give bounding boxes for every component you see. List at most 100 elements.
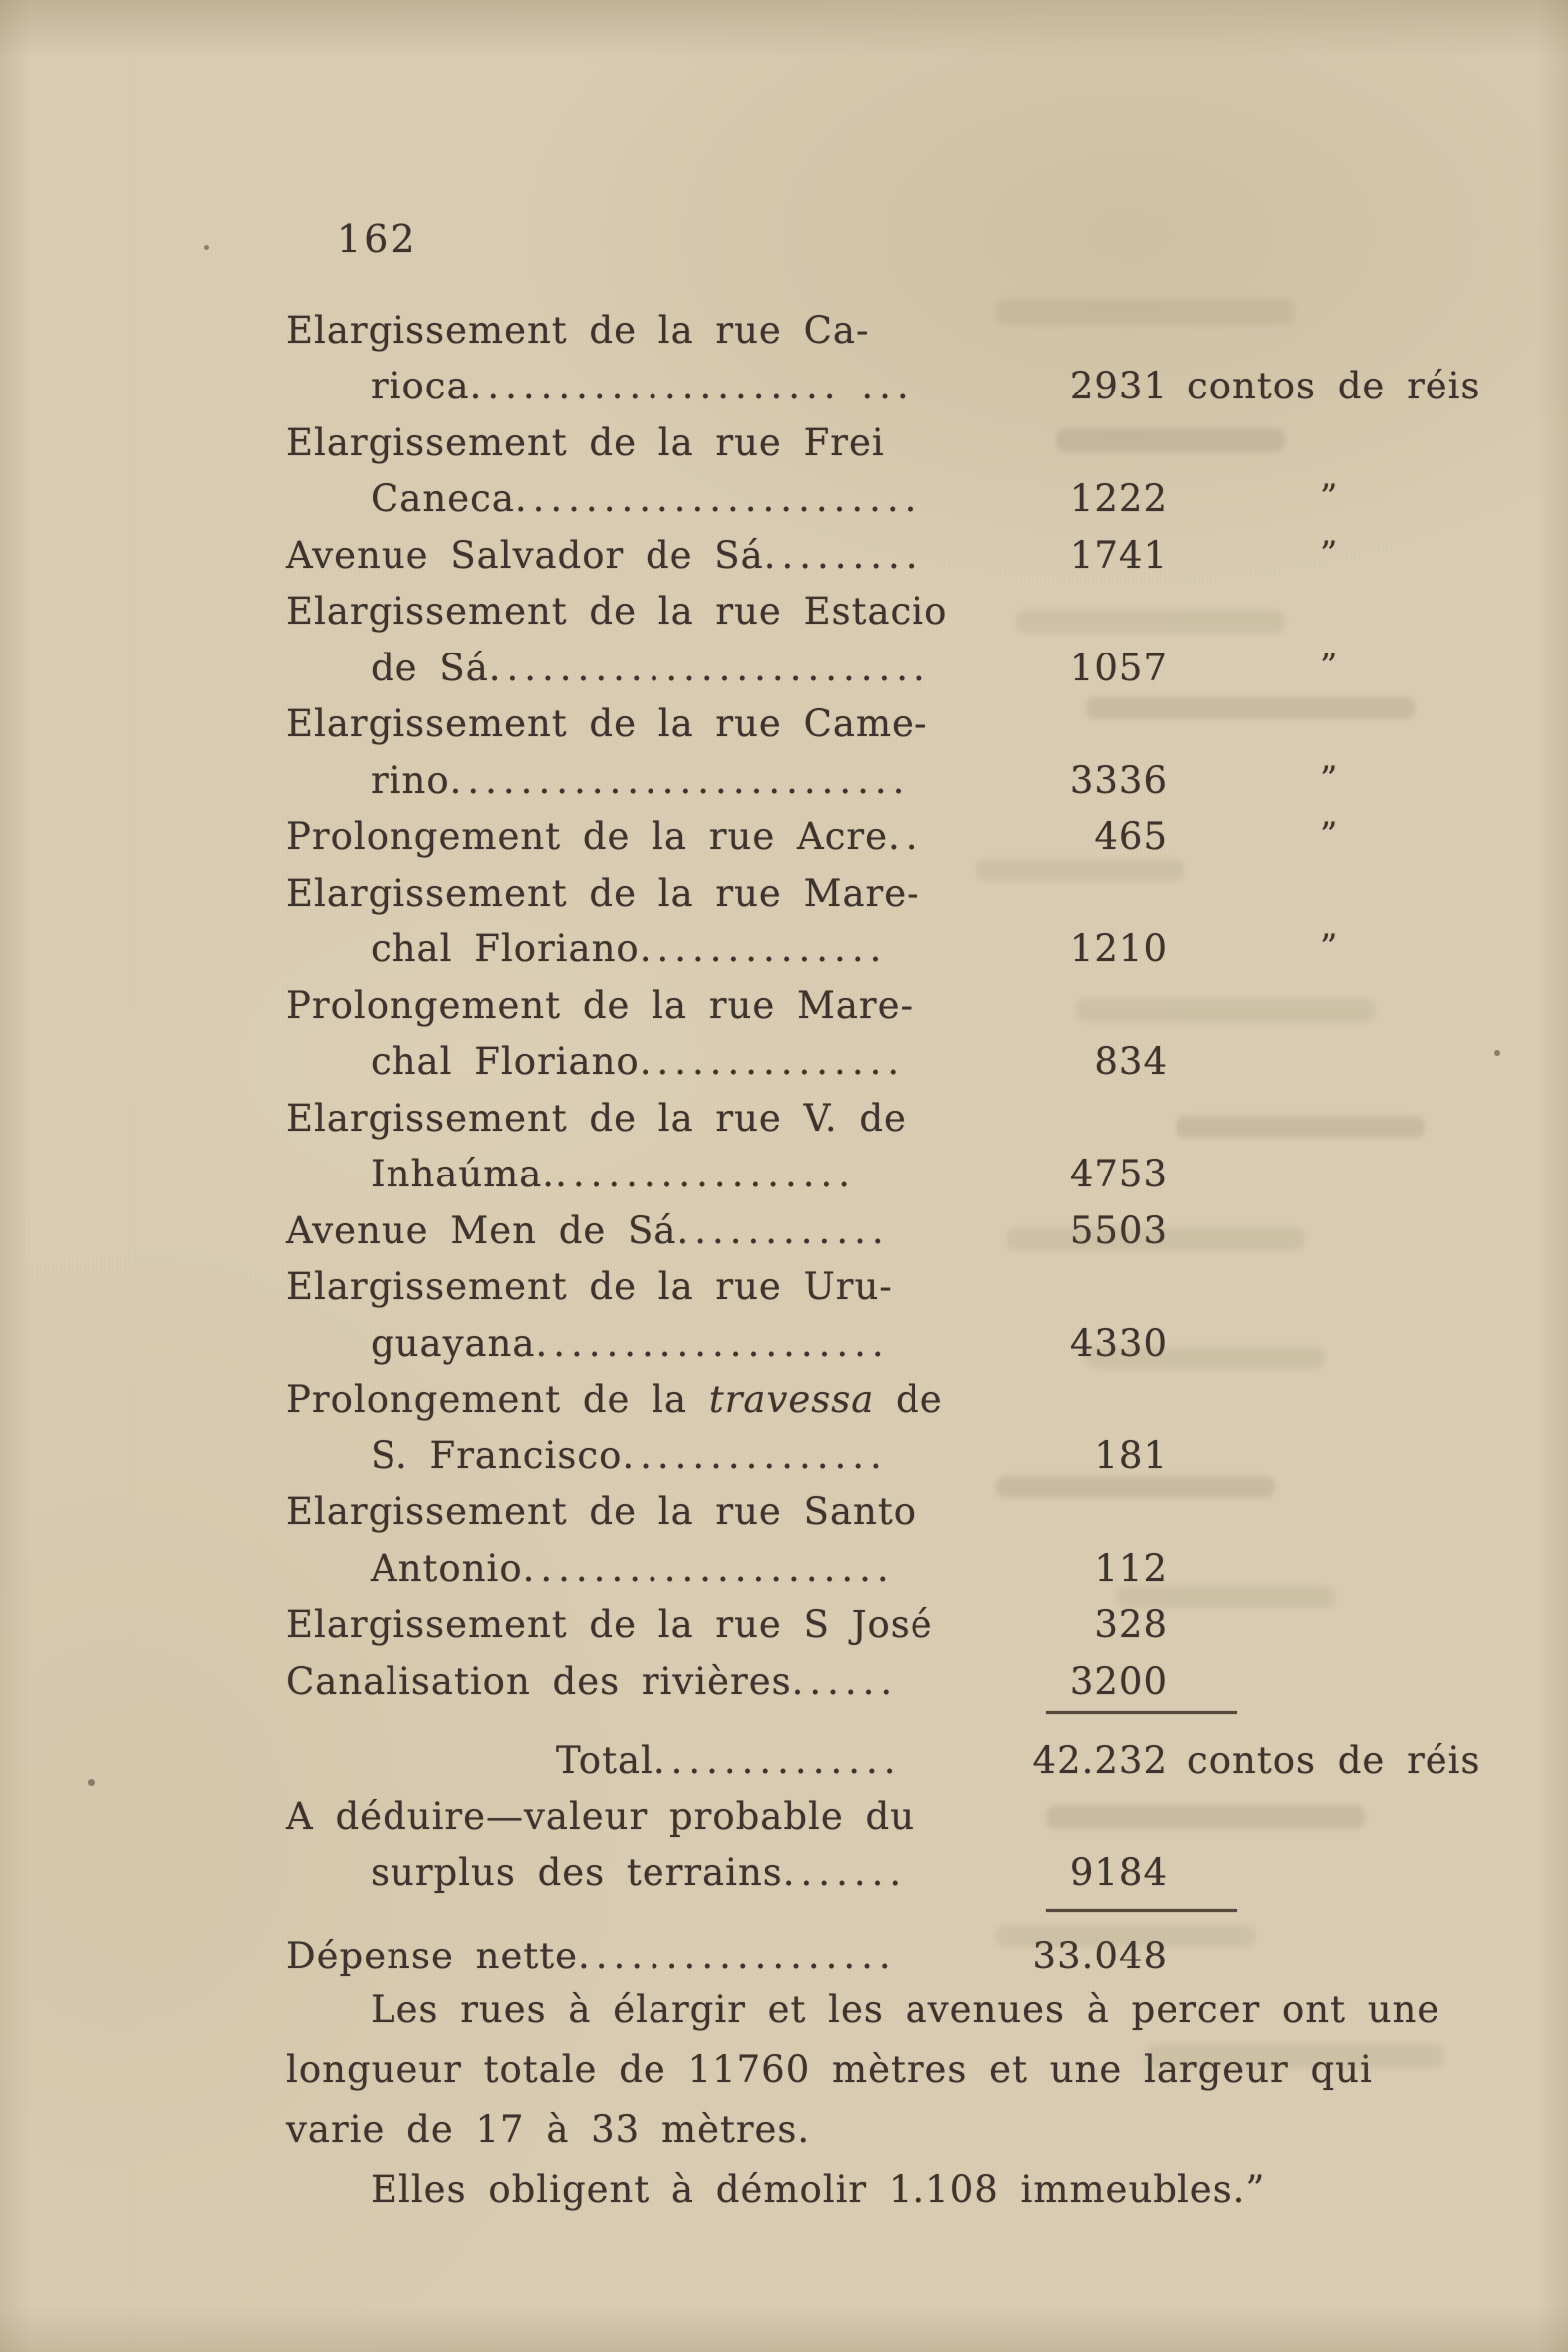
deduction-row: surplus des terrains....... 9184 bbox=[0, 1851, 1568, 1894]
sum-rule-bottom bbox=[1046, 1909, 1237, 1912]
paragraph-line: longueur totale de 11760 mètres et une l… bbox=[0, 2049, 1568, 2091]
bleed-through-smudge bbox=[996, 1476, 1275, 1498]
row-value: 1210 bbox=[1069, 927, 1168, 970]
row-value: 112 bbox=[1094, 1547, 1168, 1590]
page-number: 162 bbox=[337, 217, 418, 261]
list-row: chal Floriano.............. 1210 ” bbox=[0, 927, 1568, 970]
row-text: Elargissement de la rue Uru- bbox=[286, 1265, 893, 1308]
list-row: rioca..................... ... 2931 contos… bbox=[0, 365, 1568, 407]
row-text: chal Floriano bbox=[371, 927, 640, 970]
row-text: de bbox=[874, 1378, 943, 1421]
list-row: Elargissement de la rue Ca- bbox=[0, 309, 1568, 352]
list-row: Elargissement de la rue S José 328 bbox=[0, 1603, 1568, 1646]
row-text: Elargissement de la rue Santo bbox=[286, 1490, 916, 1533]
row-value: 4753 bbox=[1069, 1153, 1168, 1195]
list-row: S. Francisco............... 181 bbox=[0, 1435, 1568, 1477]
ditto-mark: ” bbox=[1320, 927, 1339, 967]
ditto-mark: ” bbox=[1320, 477, 1339, 517]
row-value: 4330 bbox=[1069, 1322, 1168, 1365]
row-value: 1057 bbox=[1069, 647, 1168, 689]
bleed-through-smudge bbox=[1146, 2044, 1444, 2068]
row-value: 2931 bbox=[1069, 365, 1168, 407]
list-row: Elargissement de la rue Frei bbox=[0, 421, 1568, 464]
list-row: chal Floriano............... 834 bbox=[0, 1040, 1568, 1083]
leader-dots: ............... bbox=[622, 1435, 888, 1477]
row-value: 1222 bbox=[1069, 477, 1168, 520]
row-text: rino bbox=[371, 759, 450, 802]
list-row: de Sá......................... 1057 ” bbox=[0, 647, 1568, 689]
row-value: 465 bbox=[1094, 815, 1168, 858]
bleed-through-smudge bbox=[976, 859, 1185, 881]
row-text: Elargissement de la rue Estacio bbox=[286, 590, 948, 633]
row-text: Prolongement de la rue Mare- bbox=[286, 984, 915, 1027]
row-text: Elargissement de la rue Ca- bbox=[286, 309, 870, 352]
paragraph-text: varie de 17 à 33 mètres. bbox=[286, 2108, 811, 2151]
row-text: Prolongement de la rue Acre bbox=[286, 815, 889, 858]
row-text: de Sá bbox=[371, 647, 489, 689]
list-row: Antonio..................... 112 bbox=[0, 1547, 1568, 1590]
bleed-through-smudge bbox=[1016, 610, 1285, 634]
list-row: Elargissement de la rue Santo bbox=[0, 1490, 1568, 1533]
list-row: Canalisation des rivières...... 3200 bbox=[0, 1660, 1568, 1702]
ditto-mark: ” bbox=[1320, 759, 1339, 799]
row-text: Avenue Salvador de Sá bbox=[286, 534, 764, 577]
row-unit: contos de réis bbox=[1187, 365, 1481, 407]
row-value: 3200 bbox=[1069, 1660, 1168, 1702]
list-row: Elargissement de la rue Estacio bbox=[0, 590, 1568, 633]
row-text: surplus des terrains bbox=[371, 1851, 783, 1894]
paragraph-line: Les rues à élargir et les avenues à perc… bbox=[0, 1988, 1568, 2031]
row-value: 834 bbox=[1094, 1040, 1168, 1083]
leader-dots: .............. bbox=[639, 927, 888, 970]
list-row: Caneca....................... 1222 ” bbox=[0, 477, 1568, 520]
row-text: A déduire—valeur probable du bbox=[286, 1795, 915, 1838]
row-text: guayana bbox=[371, 1322, 536, 1365]
bleed-through-smudge bbox=[1006, 1227, 1305, 1251]
leader-dots: ................. bbox=[555, 1153, 857, 1195]
bleed-through-smudge bbox=[1176, 1116, 1425, 1138]
row-text: Elargissement de la rue V. de bbox=[286, 1097, 907, 1140]
paragraph-text: Les rues à élargir et les avenues à perc… bbox=[371, 1988, 1440, 2031]
row-text: Elargissement de la rue S José bbox=[286, 1603, 933, 1646]
row-text: Caneca bbox=[371, 477, 515, 520]
leader-dots: .................... bbox=[535, 1322, 890, 1365]
ditto-mark: ” bbox=[1320, 534, 1339, 574]
leader-dots: ......................... bbox=[488, 647, 931, 689]
leader-dots: ............... bbox=[639, 1040, 906, 1083]
paragraph-line: varie de 17 à 33 mètres. bbox=[0, 2108, 1568, 2151]
net-expense-row: Dépense nette.................. 33.048 bbox=[0, 1935, 1568, 1977]
list-row: Elargissement de la rue Came- bbox=[0, 703, 1568, 745]
row-text: Dépense nette bbox=[286, 1935, 578, 1977]
list-row: Prolongement de la rue Mare- bbox=[0, 984, 1568, 1027]
row-text: Canalisation des rivières bbox=[286, 1660, 792, 1702]
row-value: 181 bbox=[1094, 1435, 1168, 1477]
list-row: Elargissement de la rue V. de bbox=[0, 1097, 1568, 1140]
leader-dots: ..................... ... bbox=[469, 365, 915, 407]
row-text: Elargissement de la rue Frei bbox=[286, 421, 885, 464]
total-row: Total.............. 42.232 contos de réis bbox=[0, 1739, 1568, 1782]
deduction-value: 9184 bbox=[1069, 1851, 1168, 1894]
bleed-through-smudge bbox=[1086, 697, 1415, 719]
net-value: 33.048 bbox=[1032, 1935, 1168, 1977]
leader-dots: .................. bbox=[577, 1935, 897, 1977]
bleed-through-smudge bbox=[1056, 428, 1285, 452]
row-value: 328 bbox=[1094, 1603, 1168, 1646]
bleed-through-smudge bbox=[1116, 1586, 1335, 1608]
sum-rule-top bbox=[1046, 1711, 1237, 1714]
row-text: Inhaúma. bbox=[371, 1153, 556, 1195]
bleed-through-smudge bbox=[996, 299, 1295, 325]
ditto-mark: ” bbox=[1320, 647, 1339, 686]
leader-dots: ......... bbox=[763, 534, 923, 577]
ink-speck bbox=[204, 245, 209, 250]
row-value: 1741 bbox=[1069, 534, 1168, 577]
row-text-italic: travessa bbox=[708, 1378, 875, 1421]
list-row: Elargissement de la rue Uru- bbox=[0, 1265, 1568, 1308]
bleed-through-smudge bbox=[1076, 998, 1375, 1022]
list-row: Inhaúma.................. 4753 bbox=[0, 1153, 1568, 1195]
list-row: Avenue Men de Sá............ 5503 bbox=[0, 1209, 1568, 1252]
row-text: Elargissement de la rue Mare- bbox=[286, 872, 920, 915]
bleed-through-smudge bbox=[1046, 1805, 1365, 1829]
total-unit: contos de réis bbox=[1187, 1739, 1481, 1782]
leader-dots: ............ bbox=[676, 1209, 890, 1252]
bleed-through-smudge bbox=[996, 1925, 1255, 1947]
